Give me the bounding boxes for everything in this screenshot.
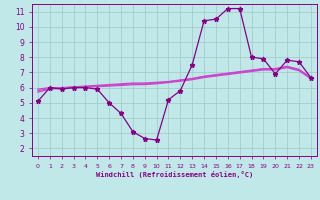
X-axis label: Windchill (Refroidissement éolien,°C): Windchill (Refroidissement éolien,°C) <box>96 171 253 178</box>
